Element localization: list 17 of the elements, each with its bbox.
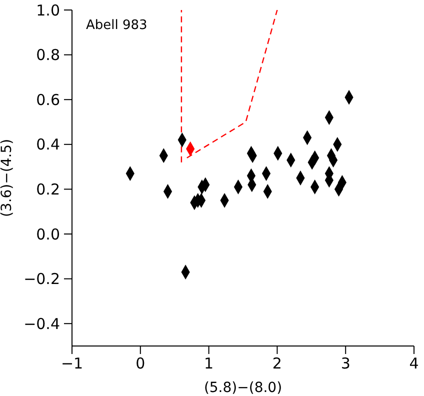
y-tick-label: 0.0 xyxy=(36,225,60,244)
x-tick-label: −1 xyxy=(60,354,84,373)
x-tick-label: 2 xyxy=(272,354,282,373)
x-tick-label: 3 xyxy=(340,354,350,373)
y-tick-label: 0.2 xyxy=(36,180,60,199)
y-axis-title: (3.6)−(4.5) xyxy=(0,138,15,218)
x-tick-label: 0 xyxy=(136,354,146,373)
x-tick-label: 1 xyxy=(204,354,214,373)
x-axis-title: (5.8)−(8.0) xyxy=(204,380,282,396)
y-tick-label: 0.8 xyxy=(36,46,60,64)
y-tick-label: 0.6 xyxy=(36,90,60,109)
annotation: Abell 983 xyxy=(86,18,148,33)
y-tick-label: −0.4 xyxy=(24,314,60,333)
y-tick-label: −0.2 xyxy=(24,270,60,288)
y-tick-label: 1.0 xyxy=(36,1,60,20)
y-tick-label: 0.4 xyxy=(36,136,60,154)
x-tick-label: 4 xyxy=(409,354,419,373)
